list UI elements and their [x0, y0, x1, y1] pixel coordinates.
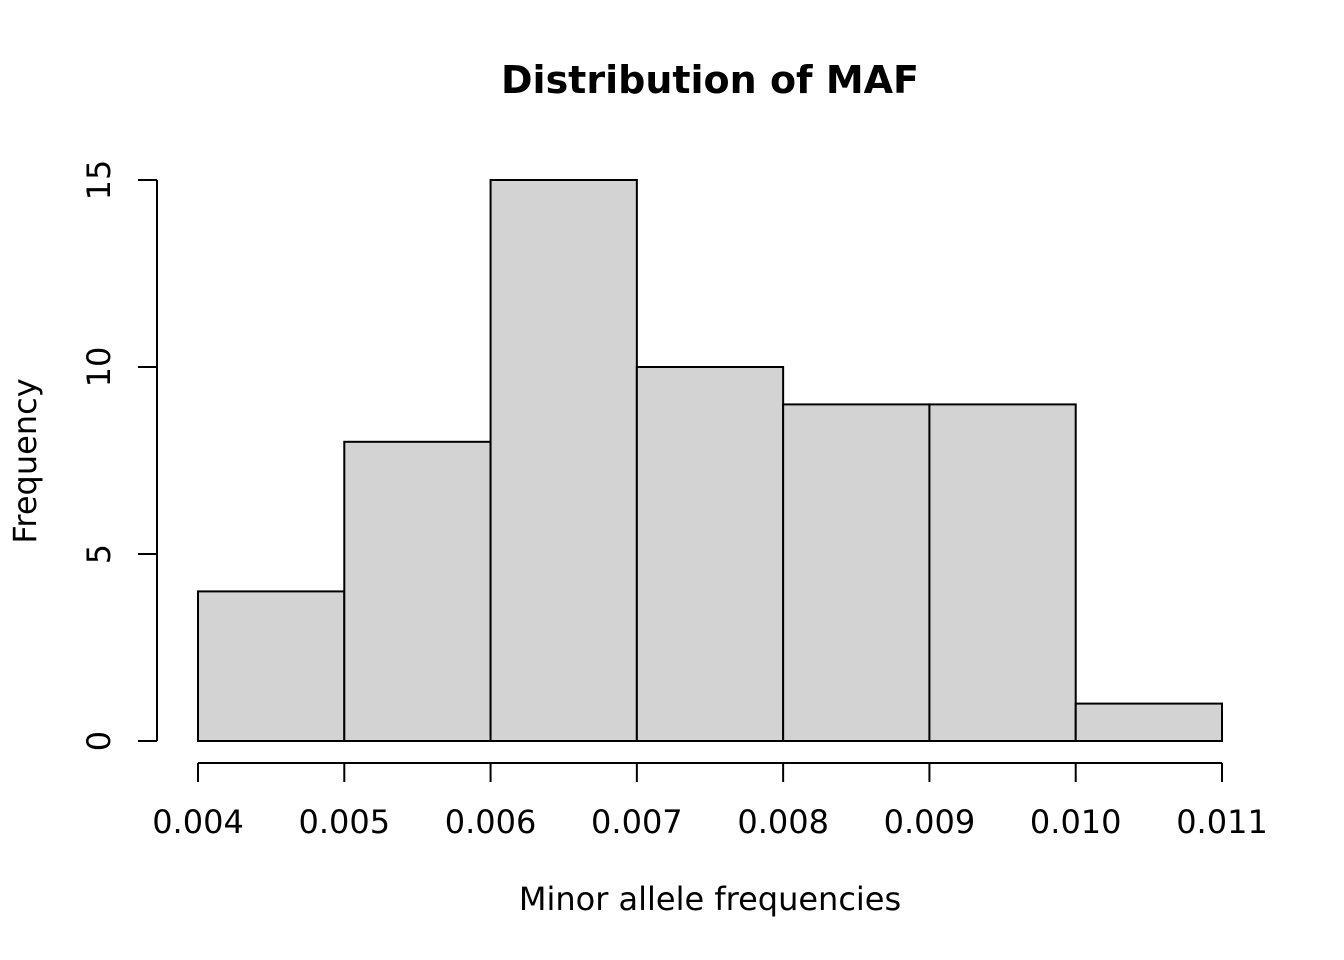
x-tick-label-5: 0.009	[884, 803, 976, 841]
x-tick-label-3: 0.007	[591, 803, 683, 841]
histogram-bar-0	[197, 590, 346, 743]
x-axis-label: Minor allele frequencies	[519, 880, 901, 918]
x-axis: 0.004 0.005 0.006 0.007 0.008 0.009 0.010 0.011	[152, 762, 1268, 841]
y-axis-label: Frequency	[6, 378, 44, 543]
x-tick-label-4: 0.008	[737, 803, 829, 841]
x-tick-label-6: 0.010	[1030, 803, 1122, 841]
histogram-bar-5	[928, 403, 1077, 742]
x-tick-label-2: 0.006	[445, 803, 537, 841]
x-tick-label-1: 0.005	[298, 803, 390, 841]
bars-group	[197, 179, 1223, 743]
histogram-bar-1	[343, 440, 492, 742]
y-tick-label-0: 0	[80, 731, 118, 751]
y-tick-label-3: 15	[80, 160, 118, 201]
histogram-bar-2	[489, 179, 638, 742]
chart-title: Distribution of MAF	[501, 58, 919, 102]
y-tick-label-1: 5	[80, 544, 118, 564]
x-tick-label-0: 0.004	[152, 803, 244, 841]
histogram-bar-4	[782, 403, 931, 742]
y-axis: 0 5 10 15	[80, 160, 158, 751]
histogram-bar-6	[1074, 702, 1223, 742]
histogram-bar-3	[635, 366, 785, 742]
y-tick-label-2: 10	[80, 347, 118, 388]
x-tick-label-7: 0.011	[1176, 803, 1268, 841]
